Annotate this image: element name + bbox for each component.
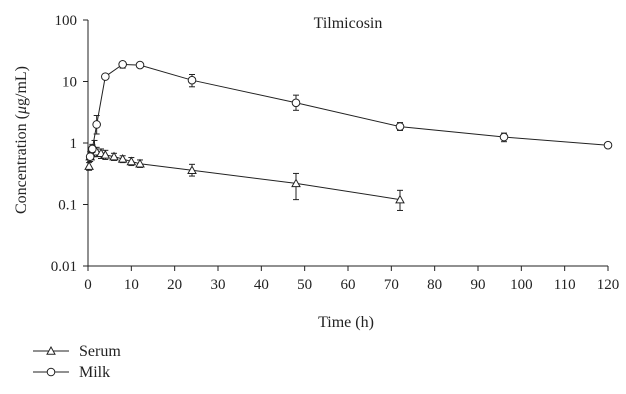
- y-tick-label: 0.1: [58, 198, 77, 214]
- y-axis-title-part-3: g/mL): [13, 66, 30, 106]
- serum-point: [84, 161, 94, 170]
- legend-marker-milk: [46, 367, 56, 377]
- serum-line: [88, 148, 401, 201]
- serum-point: [187, 165, 197, 174]
- serum-point: [291, 178, 301, 188]
- series-serum: [84, 139, 405, 211]
- legend-item-serum: Serum: [33, 343, 121, 360]
- milk-line: [89, 63, 609, 157]
- plot-area: 0 10 20 30 40 50 60 70 80 90 100 110 1200.010.111010…: [51, 13, 620, 293]
- legend-label-milk: Milk: [79, 364, 110, 381]
- milk-point: [85, 152, 95, 161]
- milk-point: [187, 75, 197, 85]
- milk-point: [88, 144, 97, 154]
- legend-marker-serum: [46, 345, 56, 355]
- legend-item-milk: Milk: [33, 364, 110, 381]
- milk-point: [135, 60, 145, 70]
- x-tick-label: 20: [167, 277, 182, 293]
- milk-point: [118, 60, 127, 69]
- x-tick-label: 100: [510, 277, 533, 293]
- y-axis-title-part-2: μ: [13, 106, 30, 115]
- x-tick-label: 70: [384, 277, 399, 293]
- y-tick-label: 10: [62, 75, 77, 91]
- milk-point: [101, 72, 110, 81]
- x-tick-label: 90: [471, 277, 486, 293]
- milk-point: [499, 132, 509, 142]
- x-tick-label: 110: [554, 277, 576, 293]
- x-tick-label: 30: [211, 277, 226, 293]
- serum-point: [135, 158, 145, 168]
- x-tick-label: 80: [427, 277, 442, 293]
- x-axis-title: Time (h): [318, 314, 374, 331]
- serum-point: [117, 153, 128, 163]
- milk-point: [291, 98, 301, 108]
- milk-point: [92, 120, 101, 129]
- serum-point: [100, 149, 111, 159]
- y-tick-label: 100: [55, 13, 78, 29]
- series-milk: [85, 60, 613, 161]
- x-tick-label: 10: [124, 277, 139, 293]
- milk-point: [395, 122, 405, 131]
- y-tick-label: 1: [70, 136, 78, 152]
- x-tick-label: 50: [297, 277, 312, 293]
- x-tick-label: 120: [597, 277, 620, 293]
- milk-point: [603, 140, 613, 150]
- x-tick-label: 0: [84, 277, 92, 293]
- y-axis-title: Concentration (μg/mL): [13, 66, 30, 214]
- serum-point: [395, 194, 405, 204]
- serum-point: [109, 151, 119, 161]
- legend: Serum Milk: [33, 343, 121, 381]
- y-tick-label: 0.01: [51, 259, 77, 275]
- legend-label-serum: Serum: [79, 343, 121, 360]
- serum-point: [126, 156, 137, 166]
- x-tick-label: 60: [341, 277, 356, 293]
- chart-title: Tilmicosin: [314, 15, 383, 32]
- y-axis-title-part-1: Concentration (: [13, 114, 30, 214]
- x-tick-label: 40: [254, 277, 269, 293]
